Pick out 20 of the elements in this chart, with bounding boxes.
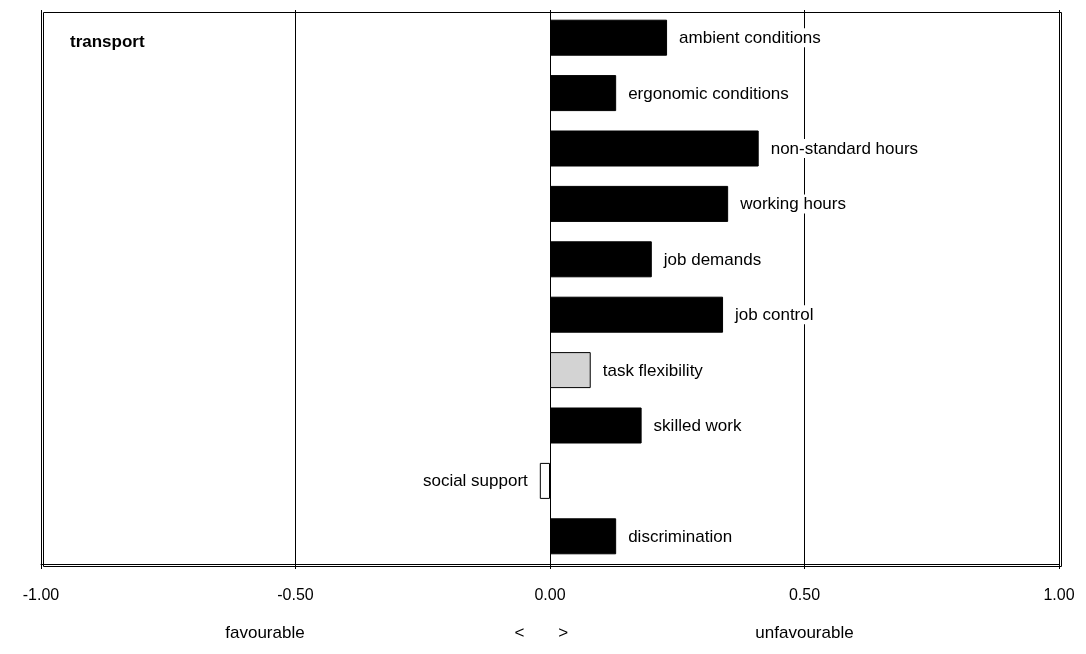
x-tick-label: 1.00 bbox=[1043, 585, 1075, 603]
y-tick-label: job demands bbox=[662, 249, 762, 269]
y-tick-label: job control bbox=[734, 305, 814, 325]
text: < bbox=[514, 622, 525, 642]
y-tick-label: non-standard hours bbox=[770, 139, 919, 158]
y-tick-label: ergonomic conditions bbox=[628, 83, 789, 103]
y-tick-label: task flexibility bbox=[602, 360, 704, 380]
x-tick-label: -0.50 bbox=[277, 585, 314, 603]
y-tick-label: working hours bbox=[739, 194, 846, 214]
x-tick-label: -1.00 bbox=[22, 585, 60, 603]
y-tick-label: ambient conditions bbox=[679, 28, 821, 48]
text: favourable bbox=[225, 622, 305, 642]
y-tick-label: social support bbox=[422, 471, 529, 491]
y-tick-label: skilled work bbox=[653, 416, 742, 435]
text: transport bbox=[70, 32, 145, 51]
y-tick-label: discrimination bbox=[628, 526, 733, 546]
x-tick-label: 0.00 bbox=[534, 585, 566, 603]
text: unfavourable bbox=[755, 622, 854, 642]
x-tick-label: 0.50 bbox=[788, 585, 821, 603]
text: > bbox=[558, 622, 569, 642]
